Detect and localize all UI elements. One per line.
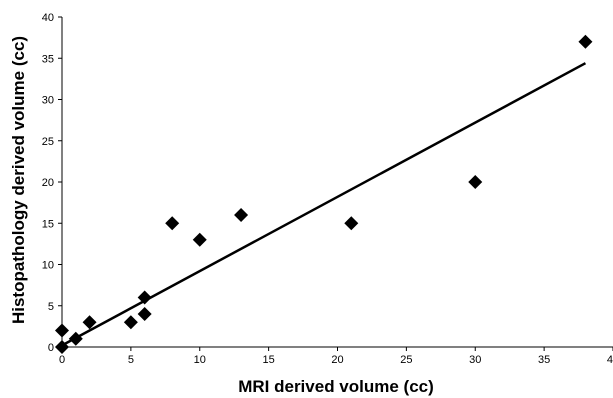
x-tick-label: 35 xyxy=(538,354,550,366)
data-point-diamond xyxy=(55,323,69,338)
data-point-diamond xyxy=(137,307,152,321)
data-point-diamond xyxy=(234,208,249,222)
x-tick-label: 15 xyxy=(263,354,275,366)
data-point-diamond xyxy=(137,290,152,305)
x-axis-title: MRI derived volume (cc) xyxy=(238,377,434,396)
y-tick-label: 35 xyxy=(42,53,54,65)
x-tick-label: 5 xyxy=(128,354,134,366)
y-tick-label: 25 xyxy=(42,136,54,148)
x-tick-label: 30 xyxy=(469,354,481,366)
y-tick-label: 10 xyxy=(42,260,54,272)
y-tick-label: 15 xyxy=(42,218,54,230)
data-point-diamond xyxy=(68,331,83,346)
x-axis-ticks: 0 5 10 15 20 25 30 35 40 xyxy=(59,347,613,366)
data-point-diamond xyxy=(82,315,97,330)
data-point-diamond xyxy=(165,216,180,231)
data-point-diamond xyxy=(344,216,359,231)
y-axis-ticks: 0 5 10 15 20 25 30 35 40 xyxy=(42,12,62,354)
trendline xyxy=(61,62,587,347)
x-tick-label: 0 xyxy=(59,354,65,366)
x-tick-label: 25 xyxy=(400,354,412,366)
data-point-diamond xyxy=(123,315,138,330)
y-tick-label: 40 xyxy=(42,12,54,24)
y-axis-title: Histopathology derived volume (cc) xyxy=(9,36,28,324)
data-point-diamond xyxy=(578,34,593,49)
y-tick-label: 20 xyxy=(42,177,54,189)
trendline-group xyxy=(61,62,587,347)
x-tick-label: 10 xyxy=(194,354,206,366)
x-tick-label: 40 xyxy=(607,354,613,366)
data-point-diamond xyxy=(192,232,207,247)
y-tick-label: 30 xyxy=(42,95,54,107)
data-point-diamond xyxy=(468,175,483,189)
data-points xyxy=(55,34,593,354)
x-tick-label: 20 xyxy=(331,354,343,366)
data-point-diamond xyxy=(55,340,69,354)
y-tick-label: 5 xyxy=(48,301,54,313)
y-tick-label: 0 xyxy=(48,342,54,354)
